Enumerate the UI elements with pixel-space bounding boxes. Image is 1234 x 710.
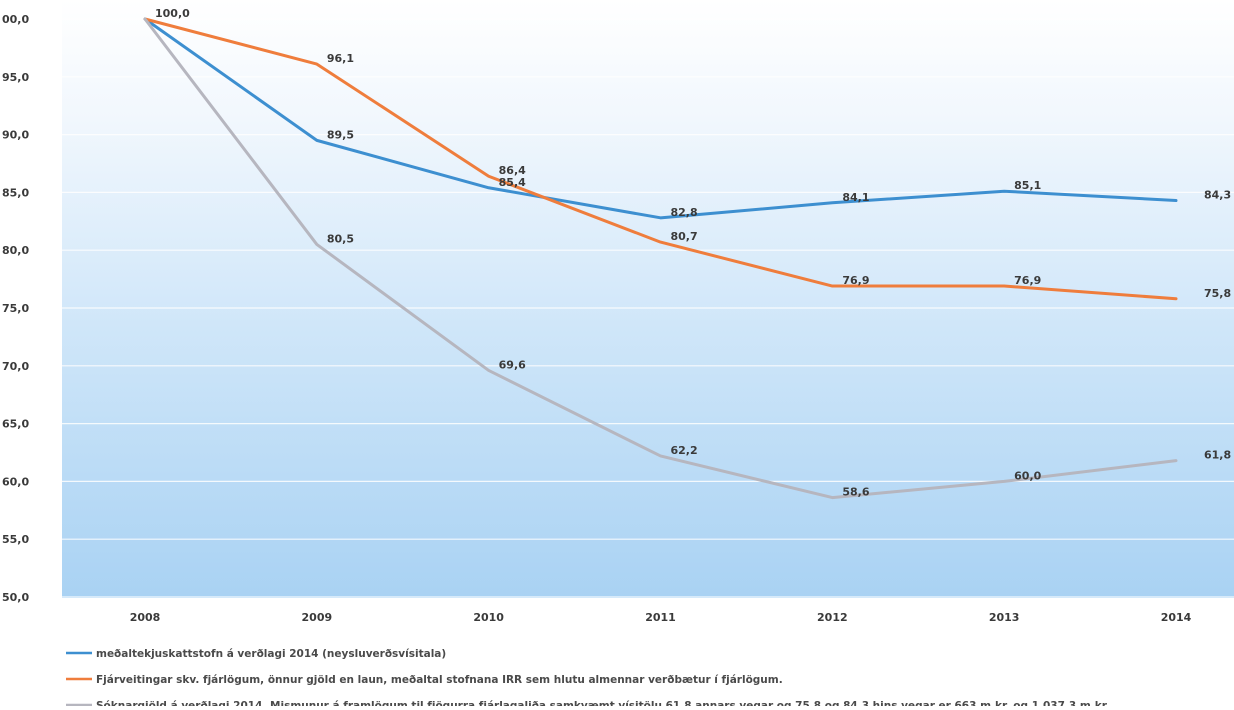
x-tick-label: 2011 — [645, 611, 676, 624]
data-label: 61,8 — [1204, 449, 1231, 462]
y-tick-label: 60,0 — [2, 475, 29, 488]
y-tick-label: 70,0 — [2, 360, 29, 373]
data-label: 76,9 — [842, 274, 869, 287]
legend-label: Fjárveitingar skv. fjárlögum, önnur gjöl… — [96, 674, 783, 686]
series-line-3 — [143, 17, 1178, 500]
legend-label: meðaltekjuskattstofn á verðlagi 2014 (ne… — [96, 648, 446, 660]
y-tick-label: 00,0 — [2, 13, 29, 26]
y-tick-label: 75,0 — [2, 302, 29, 315]
series-line-1 — [143, 17, 1178, 220]
data-label: 80,7 — [671, 230, 698, 243]
gridlines — [62, 18, 1234, 598]
data-label: 76,9 — [1014, 274, 1041, 287]
data-label: 85,4 — [499, 176, 526, 189]
data-label: 89,5 — [327, 128, 354, 141]
legend-label: Sóknargjöld á verðlagi 2014. Mismunur á … — [96, 700, 1109, 706]
y-tick-label: 50,0 — [2, 591, 29, 604]
data-label: 60,0 — [1014, 469, 1041, 482]
series-line-2 — [143, 17, 1178, 301]
y-tick-label: 55,0 — [2, 533, 29, 546]
data-label: 84,3 — [1204, 188, 1231, 201]
data-label: 84,1 — [842, 191, 869, 204]
x-tick-label: 2009 — [302, 611, 333, 624]
y-tick-label: 80,0 — [2, 244, 29, 257]
y-tick-label: 90,0 — [2, 129, 29, 142]
data-label: 82,8 — [671, 206, 698, 219]
x-tick-label: 2013 — [989, 611, 1020, 624]
data-label: 100,0 — [155, 7, 190, 20]
x-tick-label: 2014 — [1161, 611, 1192, 624]
plot-area — [62, 0, 1234, 598]
x-tick-label: 2010 — [473, 611, 504, 624]
legend: meðaltekjuskattstofn á verðlagi 2014 (ne… — [66, 648, 1109, 710]
data-label: 62,2 — [671, 444, 698, 457]
x-tick-label: 2008 — [130, 611, 161, 624]
data-label: 58,6 — [842, 486, 869, 499]
data-label: 75,8 — [1204, 287, 1231, 300]
x-axis: 2008 2009 2010 2011 2012 2013 2014 — [130, 611, 1192, 624]
x-tick-label: 2012 — [817, 611, 848, 624]
y-tick-label: 95,0 — [2, 71, 29, 84]
data-label: 80,5 — [327, 232, 354, 245]
series-lines — [143, 17, 1178, 500]
data-label: 86,4 — [499, 164, 526, 177]
data-label: 85,1 — [1014, 179, 1041, 192]
y-tick-label: 85,0 — [2, 186, 29, 199]
y-tick-label: 65,0 — [2, 418, 29, 431]
y-axis: 00,0 95,0 90,0 85,0 80,0 75,0 70,0 65,0 60,0 55,0… — [2, 13, 29, 604]
data-label: 96,1 — [327, 52, 354, 65]
data-labels: 89,5 85,4 82,8 84,1 85,1 84,3 100,0 96,1 86,4 80,… — [155, 7, 1231, 499]
data-label: 69,6 — [499, 358, 526, 371]
